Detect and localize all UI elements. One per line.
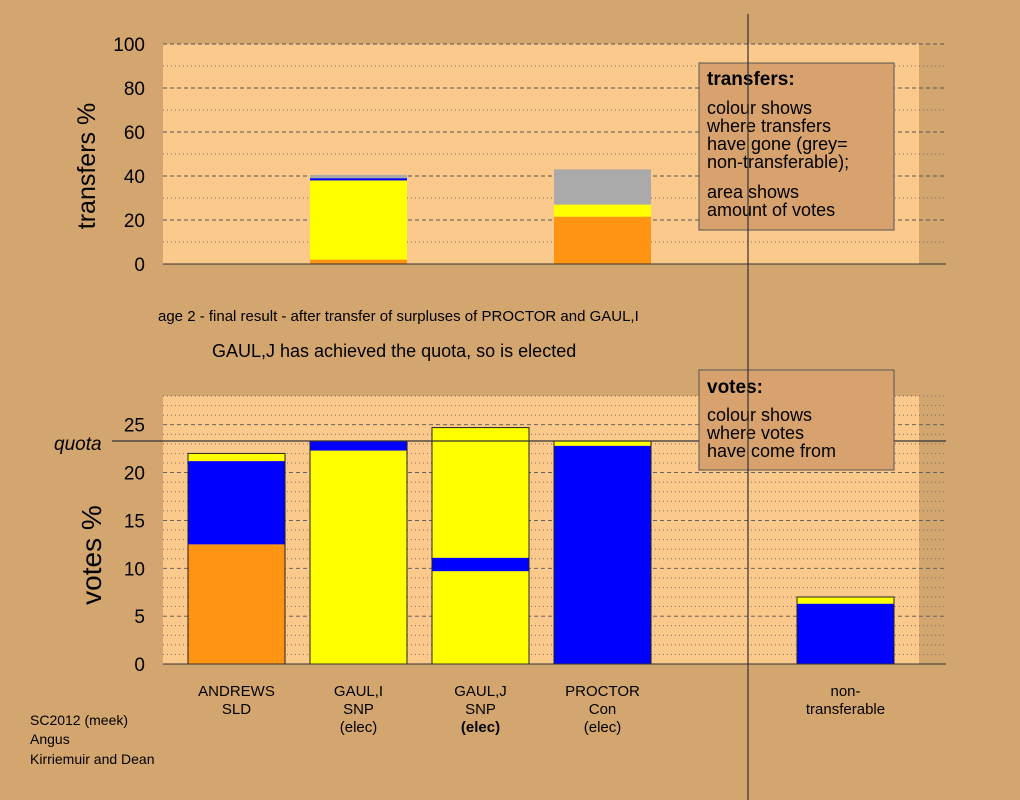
votes-y-ticks: 0 5 10 15 20 25 — [124, 416, 145, 676]
credit-line: Kirriemuir and Dean — [30, 751, 155, 767]
bar-segment-blue — [432, 557, 529, 572]
transfers-callout-title: transfers: — [707, 69, 795, 90]
candidate-label-line: GAUL,J — [454, 683, 507, 700]
candidate-label-line: ANDREWS — [198, 683, 275, 700]
bar-segment-grey — [310, 174, 407, 179]
bar-segment-orange — [188, 544, 285, 664]
bar-segment-yellow — [432, 427, 529, 558]
stage-caption: age 2 - final result - after transfer of… — [158, 308, 639, 325]
candidate-label-line: GAUL,I — [334, 683, 383, 700]
votes-callout-box — [698, 369, 895, 471]
y-tick-label: 100 — [113, 35, 145, 56]
candidate-label-line: SLD — [222, 701, 251, 718]
y-tick-label: 20 — [124, 464, 145, 485]
callout-line: where votes — [706, 423, 804, 443]
candidate-labels: ANDREWSSLDGAUL,ISNP(elec)GAUL,JSNP(elec)… — [198, 683, 885, 736]
candidate-label-line: Con — [589, 701, 617, 718]
bar-segment-blue — [797, 603, 894, 664]
y-tick-label: 20 — [124, 211, 145, 232]
y-tick-label: 15 — [124, 511, 145, 532]
bar-segment-yellow — [310, 450, 407, 664]
candidate-label-line: SNP — [465, 701, 496, 718]
credit-line: SC2012 (meek) — [30, 712, 128, 728]
candidate-label-line: transferable — [806, 701, 885, 718]
bar-segment-grey — [554, 169, 651, 205]
bar-segment-yellow — [310, 180, 407, 260]
transfers-callout-box — [698, 62, 895, 231]
callout-line: non-transferable); — [707, 152, 849, 172]
y-tick-label: 5 — [134, 607, 145, 628]
bar-segment-blue — [310, 440, 407, 451]
callout-line: have gone (grey= — [707, 134, 848, 154]
elected-caption: GAUL,J has achieved the quota, so is ele… — [212, 341, 576, 361]
transfers-bars — [310, 169, 651, 264]
votes-y-axis-label: votes % — [76, 505, 107, 605]
votes-bars — [187, 427, 895, 665]
bar-segment-yellow — [554, 440, 651, 446]
bar-segment-blue — [310, 178, 407, 181]
candidate-label-line: non- — [830, 683, 860, 700]
transfers-y-axis-label: transfers % — [73, 103, 101, 229]
candidate-label-line: (elec) — [584, 719, 622, 736]
y-tick-label: 25 — [124, 416, 145, 437]
bar-segment-blue — [554, 445, 651, 664]
callout-line: area shows — [707, 182, 799, 202]
y-tick-label: 60 — [124, 123, 145, 144]
y-tick-label: 80 — [124, 79, 145, 100]
candidate-label-line: SNP — [343, 701, 374, 718]
candidate-label-line: PROCTOR — [565, 683, 640, 700]
callout-line: have come from — [707, 441, 836, 461]
bar-segment-yellow — [554, 204, 651, 217]
candidate-label-line: (elec) — [340, 719, 378, 736]
callout-line: amount of votes — [707, 200, 835, 220]
credit-line: Angus — [30, 731, 70, 747]
transfers-y-ticks: 0 20 40 60 80 100 — [113, 35, 145, 276]
bar-segment-yellow — [188, 453, 285, 462]
y-tick-label: 40 — [124, 167, 145, 188]
callout-line: where transfers — [706, 116, 831, 136]
y-tick-label: 0 — [134, 655, 145, 676]
bar-segment-yellow — [797, 597, 894, 604]
votes-callout-title: votes: — [707, 377, 763, 398]
callout-line: colour shows — [707, 98, 812, 118]
bar-segment-yellow — [432, 571, 529, 664]
y-tick-label: 0 — [134, 255, 145, 276]
candidate-label-line: (elec) — [461, 719, 500, 736]
callout-line: colour shows — [707, 405, 812, 425]
bar-segment-blue — [188, 461, 285, 545]
bar-segment-orange — [554, 216, 651, 264]
quota-label: quota — [54, 434, 102, 455]
y-tick-label: 10 — [124, 559, 145, 580]
bar-segment-orange — [310, 259, 407, 264]
credits: SC2012 (meek) Angus Kirriemuir and Dean — [30, 712, 155, 767]
